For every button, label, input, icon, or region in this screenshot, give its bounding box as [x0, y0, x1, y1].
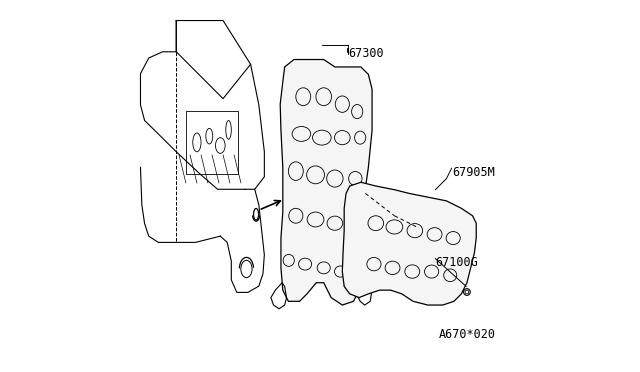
Text: 67300: 67300 — [348, 48, 383, 60]
Polygon shape — [280, 60, 372, 305]
Text: 67100G: 67100G — [435, 256, 478, 269]
Text: 67905M: 67905M — [452, 167, 495, 179]
Text: A670*020: A670*020 — [439, 328, 496, 341]
Polygon shape — [342, 182, 476, 305]
